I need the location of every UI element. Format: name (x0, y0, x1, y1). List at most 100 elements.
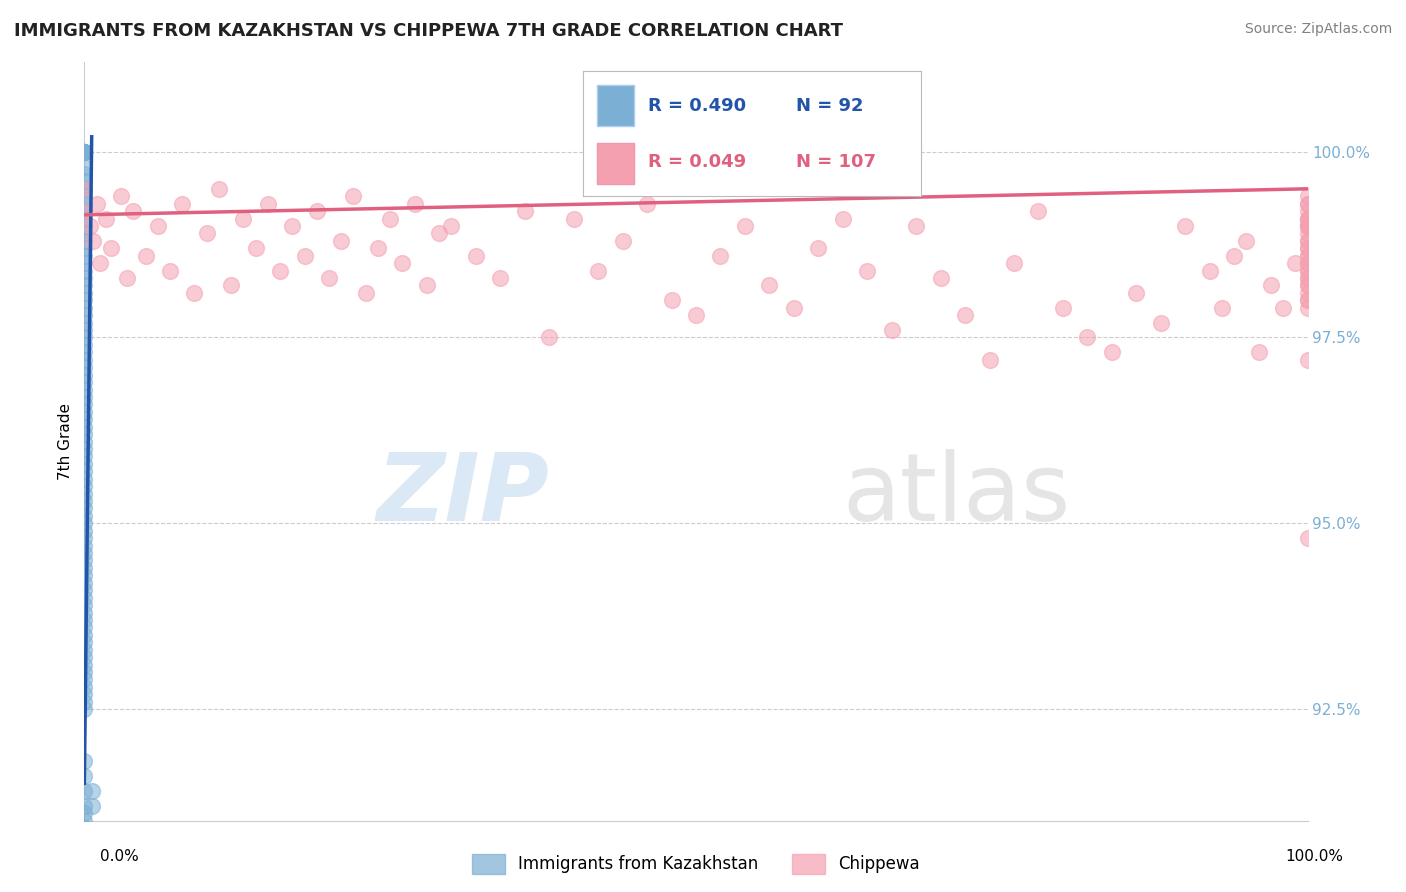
Point (586, 263, 609, 277)
Point (1296, 263, 1319, 277)
Point (73, 628, 96, 642)
Point (73, 642, 96, 657)
Point (73, 829, 96, 843)
Point (342, 189, 364, 203)
Point (1296, 352, 1319, 367)
Point (73, 293, 96, 308)
Point (1296, 234, 1319, 248)
Point (1296, 211, 1319, 226)
Point (73, 769, 96, 783)
Point (1296, 234, 1319, 248)
Point (73, 665, 96, 679)
Point (245, 241, 267, 255)
Point (73, 450, 96, 464)
Point (73, 657, 96, 672)
Point (73, 145, 96, 159)
Point (1284, 256, 1306, 270)
Point (89, 256, 111, 270)
Point (1296, 219, 1319, 233)
Point (73, 249, 96, 263)
Point (73, 650, 96, 665)
Point (73, 784, 96, 798)
Point (1052, 301, 1074, 315)
Point (73, 263, 96, 277)
Point (979, 352, 1001, 367)
Point (73, 591, 96, 605)
Point (1296, 263, 1319, 277)
Point (73, 606, 96, 620)
Text: N = 107: N = 107 (796, 153, 876, 171)
Point (86, 196, 108, 211)
Point (513, 204, 536, 219)
Point (1296, 271, 1319, 285)
Point (73, 501, 96, 516)
Point (219, 278, 242, 293)
Point (953, 308, 976, 322)
Point (208, 182, 231, 196)
Point (73, 464, 96, 478)
Point (122, 204, 145, 219)
Point (73, 754, 96, 768)
Point (73, 524, 96, 538)
Point (110, 189, 132, 203)
Point (73, 145, 96, 159)
Point (1296, 204, 1319, 219)
Text: Source: ZipAtlas.com: Source: ZipAtlas.com (1244, 22, 1392, 37)
Point (73, 635, 96, 649)
Point (1296, 249, 1319, 263)
Point (318, 271, 340, 285)
Point (73, 204, 96, 219)
Point (1296, 241, 1319, 255)
Point (257, 196, 280, 211)
Point (783, 301, 806, 315)
Point (73, 316, 96, 330)
Text: R = 0.049: R = 0.049 (648, 153, 745, 171)
Point (159, 263, 181, 277)
Point (1296, 219, 1319, 233)
Bar (598, 143, 634, 184)
Point (464, 249, 486, 263)
Point (1296, 293, 1319, 308)
Point (73, 182, 96, 196)
Point (734, 219, 756, 233)
Point (73, 368, 96, 382)
Point (354, 285, 377, 300)
Point (73, 405, 96, 419)
Point (1272, 301, 1295, 315)
Point (1296, 196, 1319, 211)
Point (73, 227, 96, 241)
Point (73, 360, 96, 375)
Point (115, 271, 138, 285)
Point (1223, 249, 1246, 263)
Point (1211, 301, 1233, 315)
Point (1296, 278, 1319, 293)
Point (612, 234, 634, 248)
Point (79, 219, 101, 233)
Point (80, 784, 103, 798)
Point (73, 583, 96, 598)
Point (367, 241, 389, 255)
Point (73, 412, 96, 426)
Point (1260, 278, 1282, 293)
Bar (598, 85, 634, 127)
Point (709, 249, 731, 263)
Text: 0.0%: 0.0% (100, 849, 139, 863)
Point (73, 278, 96, 293)
Point (73, 397, 96, 411)
Point (1125, 285, 1147, 300)
Point (73, 308, 96, 322)
Point (73, 575, 96, 590)
Point (905, 219, 928, 233)
Point (172, 196, 194, 211)
Text: 100.0%: 100.0% (1285, 849, 1344, 863)
Point (1174, 219, 1197, 233)
Text: R = 0.490: R = 0.490 (648, 96, 745, 115)
Point (73, 798, 96, 813)
Point (73, 330, 96, 344)
Point (562, 211, 585, 226)
Point (380, 211, 402, 226)
Point (1296, 301, 1319, 315)
Point (73, 285, 96, 300)
Legend: Immigrants from Kazakhstan, Chippewa: Immigrants from Kazakhstan, Chippewa (465, 847, 927, 880)
Point (73, 375, 96, 389)
